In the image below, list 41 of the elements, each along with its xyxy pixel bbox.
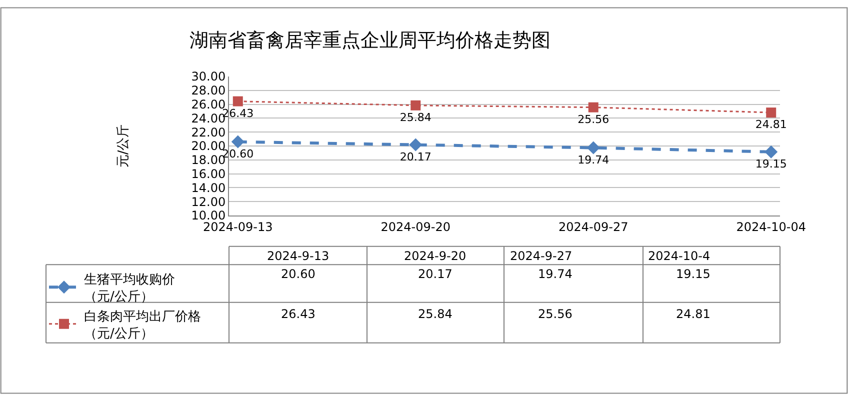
text: 2024-9-20 <box>404 249 466 263</box>
point <box>409 138 422 152</box>
text: 19.15 <box>755 157 787 170</box>
text: 2024-10-4 <box>648 249 710 263</box>
y-tick-label: 14.00 <box>191 180 226 195</box>
text: 24.81 <box>755 118 787 132</box>
x-tick-label: 2024-09-27 <box>558 220 628 234</box>
data-label: 19.74 <box>538 267 572 281</box>
y-tick-label: 28.00 <box>191 84 226 98</box>
y-tick-label: 18.00 <box>191 153 226 168</box>
x-tick-label: 2024-09-20 <box>380 220 451 234</box>
point <box>232 96 243 106</box>
y-tick-label: 20.00 <box>191 139 226 154</box>
data-label: 20.60 <box>281 267 316 281</box>
data-label: 25.56 <box>538 307 572 321</box>
text: 25.84 <box>400 110 432 124</box>
x-tick-label: 2024-10-04 <box>736 220 806 234</box>
point <box>410 100 421 110</box>
chart-title: 湖南省畜禽居宰重点企业周平均价格走势图 <box>190 30 550 52</box>
data-label: 19.15 <box>676 267 710 281</box>
y-tick-label: 16.00 <box>191 166 226 181</box>
y-tick-label: 12.00 <box>191 194 226 209</box>
legend-label: 生猪平均收购价（元/公斤） <box>84 272 175 305</box>
legend-label: 白条肉平均出厂价格（元/公斤） <box>84 310 201 342</box>
data-label: 20.17 <box>418 267 452 281</box>
text: 19.74 <box>578 153 610 166</box>
point <box>766 108 776 118</box>
data-label: 26.43 <box>281 307 316 321</box>
point <box>586 141 600 154</box>
data-label: 24.81 <box>676 307 710 321</box>
point <box>588 102 598 112</box>
y-axis-title: 元/公斤 <box>116 124 132 168</box>
text: 2024-9-27 <box>510 249 572 263</box>
text: 25.56 <box>578 112 610 126</box>
text: 20.17 <box>400 150 432 164</box>
text: 2024-9-13 <box>267 249 330 263</box>
data-label: 25.84 <box>418 307 452 321</box>
point <box>231 135 244 148</box>
point <box>764 145 778 158</box>
y-tick-label: 22.00 <box>191 125 226 140</box>
y-tick-label: 30.00 <box>191 70 226 84</box>
